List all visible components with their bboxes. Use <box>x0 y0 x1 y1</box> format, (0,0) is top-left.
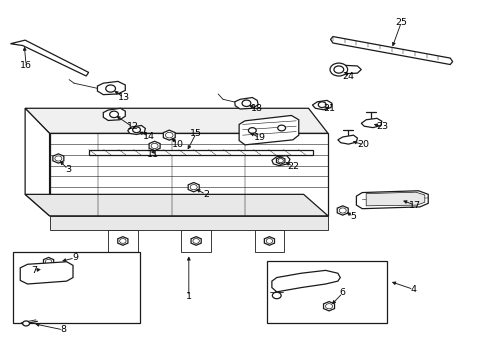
Polygon shape <box>149 141 160 150</box>
Bar <box>13 252 140 323</box>
Polygon shape <box>337 65 361 74</box>
Circle shape <box>334 66 343 73</box>
Polygon shape <box>49 134 328 216</box>
Polygon shape <box>361 118 382 128</box>
Polygon shape <box>53 154 64 163</box>
Text: 20: 20 <box>358 140 370 149</box>
Text: 6: 6 <box>340 288 346 297</box>
Polygon shape <box>272 270 340 292</box>
Circle shape <box>325 304 333 309</box>
Polygon shape <box>10 40 89 76</box>
Circle shape <box>318 102 326 108</box>
Polygon shape <box>89 149 314 155</box>
Polygon shape <box>313 100 332 110</box>
Polygon shape <box>239 116 299 145</box>
Circle shape <box>330 63 347 76</box>
Polygon shape <box>25 194 328 216</box>
Circle shape <box>339 208 346 213</box>
Circle shape <box>120 239 126 243</box>
Circle shape <box>106 85 116 92</box>
Polygon shape <box>103 108 125 121</box>
Polygon shape <box>338 135 357 144</box>
Polygon shape <box>44 257 54 266</box>
Circle shape <box>272 292 281 299</box>
Polygon shape <box>331 37 453 64</box>
Polygon shape <box>20 262 73 284</box>
Circle shape <box>133 127 141 133</box>
Text: 23: 23 <box>377 122 389 131</box>
Text: 2: 2 <box>203 190 209 199</box>
Polygon shape <box>25 108 328 134</box>
Text: 13: 13 <box>118 93 130 102</box>
Text: 11: 11 <box>147 150 159 159</box>
Circle shape <box>55 156 62 161</box>
Text: 14: 14 <box>143 132 155 141</box>
Polygon shape <box>235 98 258 109</box>
Polygon shape <box>255 230 284 252</box>
Polygon shape <box>264 237 274 245</box>
Polygon shape <box>98 81 125 95</box>
Text: 5: 5 <box>350 212 356 221</box>
Circle shape <box>242 100 251 107</box>
Circle shape <box>23 321 29 326</box>
Polygon shape <box>188 183 199 192</box>
Circle shape <box>278 125 286 131</box>
Text: 18: 18 <box>251 104 263 113</box>
Text: 21: 21 <box>323 104 335 113</box>
Polygon shape <box>276 157 285 164</box>
Text: 15: 15 <box>190 129 202 138</box>
Text: 9: 9 <box>72 253 78 262</box>
Circle shape <box>46 260 52 264</box>
Polygon shape <box>49 216 328 230</box>
Circle shape <box>151 143 158 148</box>
Polygon shape <box>118 237 128 245</box>
Text: 12: 12 <box>126 122 139 131</box>
Circle shape <box>110 111 119 118</box>
Bar <box>267 261 387 323</box>
Text: 10: 10 <box>172 140 184 149</box>
Text: 3: 3 <box>65 165 71 174</box>
Text: 16: 16 <box>20 61 32 70</box>
Text: 8: 8 <box>60 325 66 334</box>
Polygon shape <box>337 206 348 215</box>
Polygon shape <box>366 192 425 206</box>
Polygon shape <box>128 126 146 134</box>
Circle shape <box>266 239 272 243</box>
Circle shape <box>193 239 199 243</box>
Text: 1: 1 <box>186 292 192 301</box>
Polygon shape <box>25 108 49 216</box>
Text: 25: 25 <box>395 18 407 27</box>
Text: 7: 7 <box>31 266 37 275</box>
Circle shape <box>166 132 173 138</box>
Polygon shape <box>163 130 175 140</box>
Text: 17: 17 <box>409 201 421 210</box>
Polygon shape <box>323 302 335 311</box>
Text: 24: 24 <box>343 72 355 81</box>
Circle shape <box>278 159 283 163</box>
Text: 19: 19 <box>254 133 266 142</box>
Text: 22: 22 <box>287 162 299 171</box>
Circle shape <box>248 128 256 134</box>
Polygon shape <box>272 156 290 166</box>
Text: 4: 4 <box>411 285 416 294</box>
Polygon shape <box>108 230 138 252</box>
Polygon shape <box>356 191 428 209</box>
Circle shape <box>190 185 197 190</box>
Polygon shape <box>181 230 211 252</box>
Polygon shape <box>191 237 201 245</box>
